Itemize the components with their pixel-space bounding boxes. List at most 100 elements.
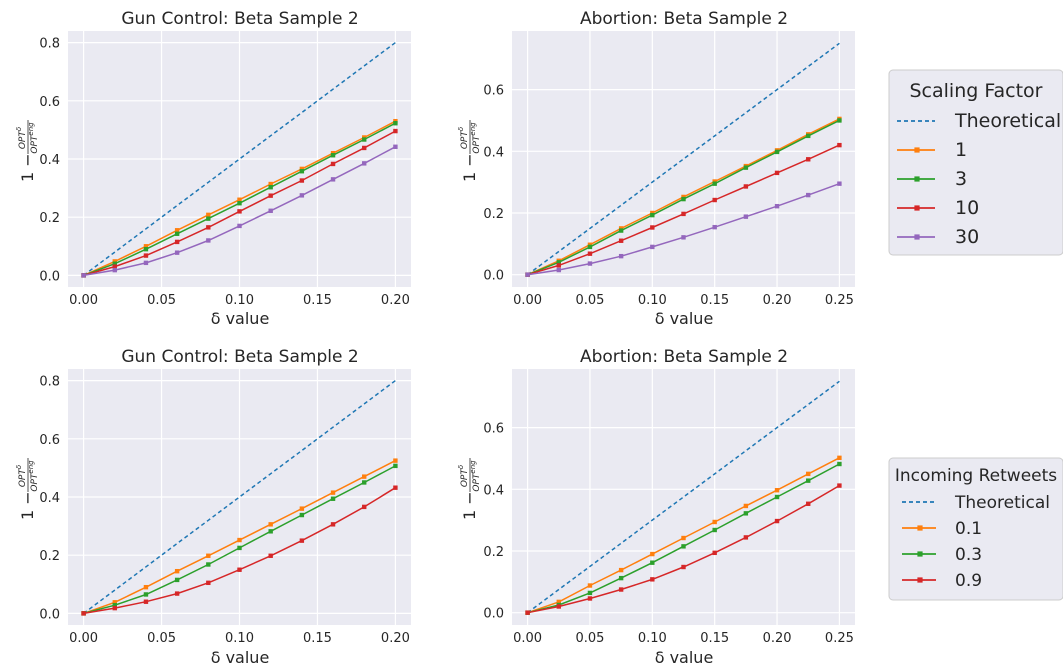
legend-entry-label: 0.3 <box>955 545 982 565</box>
data-point <box>330 496 336 501</box>
x-axis-label: δ value <box>211 309 270 328</box>
data-point <box>837 181 842 186</box>
data-point <box>743 511 749 516</box>
data-point <box>393 458 398 463</box>
y-label-denominator: OPTeng <box>27 460 40 492</box>
data-point <box>556 263 561 268</box>
x-axis-label: δ value <box>655 309 714 328</box>
data-point <box>206 580 211 586</box>
data-point <box>587 590 593 596</box>
data-point <box>525 272 530 277</box>
data-point <box>362 480 367 485</box>
panel-gun-control-bottom: Gun Control: Beta Sample 2 δ value 1 − O… <box>15 347 411 667</box>
data-point <box>268 181 273 187</box>
x-tick-label: 0.25 <box>825 631 854 646</box>
y-tick-label: 0.6 <box>39 433 60 448</box>
data-point <box>743 165 749 170</box>
data-point <box>525 610 530 615</box>
x-tick-label: 0.10 <box>638 631 667 646</box>
x-tick-label: 0.15 <box>303 293 332 308</box>
series-line-theoretical <box>527 380 840 614</box>
y-tick-label: 0.0 <box>39 269 60 284</box>
data-point <box>268 185 273 190</box>
data-point <box>774 494 780 500</box>
y-tick-label: 0.8 <box>39 37 60 52</box>
data-point <box>143 584 149 590</box>
data-point <box>206 216 211 221</box>
data-point <box>743 535 749 540</box>
data-point <box>268 208 273 213</box>
grid <box>68 31 411 287</box>
data-point <box>206 225 211 230</box>
chart-title: Abortion: Beta Sample 2 <box>580 9 788 29</box>
y-tick-label: 0.6 <box>483 422 504 437</box>
data-point <box>174 239 180 245</box>
y-tick-label: 0.2 <box>39 549 60 564</box>
panel-gun-control-top: Gun Control: Beta Sample 2 δ value 1 − O… <box>15 9 411 328</box>
data-point <box>556 599 561 605</box>
data-point <box>618 253 624 259</box>
data-point <box>681 196 686 202</box>
panel-abortion-bottom: Abortion: Beta Sample 2 δ value 1 − OPTδ… <box>457 347 855 667</box>
series-line-theoretical <box>83 41 396 277</box>
y-tick-label: 0.2 <box>39 211 60 226</box>
data-point <box>362 161 367 166</box>
data-point <box>237 209 242 214</box>
data-point <box>174 591 180 596</box>
x-axis-label: δ value <box>655 648 714 667</box>
x-tick-label: 0.05 <box>575 631 604 646</box>
data-point <box>143 592 149 597</box>
data-point <box>143 260 149 266</box>
data-point <box>587 261 593 266</box>
legend-entry-label: Theoretical <box>954 493 1050 513</box>
legend-title: Incoming Retweets <box>895 466 1057 486</box>
data-point <box>712 224 717 230</box>
data-point <box>330 522 336 527</box>
data-point <box>650 225 655 230</box>
data-point <box>587 583 593 588</box>
data-point <box>556 604 561 609</box>
data-point <box>81 611 86 616</box>
data-point <box>837 455 842 461</box>
y-tick-label: 0.8 <box>39 375 60 390</box>
data-point <box>112 605 117 611</box>
x-tick-label: 0.10 <box>225 631 254 646</box>
data-point <box>330 177 336 182</box>
chart-title: Abortion: Beta Sample 2 <box>580 347 788 367</box>
data-point <box>774 518 780 524</box>
data-point <box>393 144 398 149</box>
data-point <box>587 596 593 601</box>
data-point <box>143 253 149 258</box>
data-point <box>618 228 624 233</box>
series-layer <box>81 41 398 278</box>
y-tick-label: 0.2 <box>483 545 504 560</box>
legend-entry-label: 0.9 <box>955 571 982 591</box>
data-point <box>743 214 749 219</box>
x-tick-label: 0.00 <box>69 631 98 646</box>
data-point <box>393 463 398 469</box>
data-point <box>806 501 811 506</box>
y-tick-label: 0.4 <box>483 483 504 498</box>
y-label-one: 1 − <box>460 491 479 520</box>
data-point <box>174 250 180 255</box>
legend-entry-label: 30 <box>955 226 979 248</box>
x-tick-label: 0.00 <box>69 293 98 308</box>
series-layer <box>525 380 842 615</box>
data-point <box>237 545 242 551</box>
y-tick-label: 0.0 <box>483 269 504 284</box>
data-point <box>237 567 242 572</box>
data-point <box>618 567 624 573</box>
y-tick-label: 0.0 <box>39 607 60 622</box>
data-point <box>112 259 117 264</box>
legend-entry-label: 1 <box>955 139 967 161</box>
legend-swatch-marker <box>917 525 923 531</box>
y-axis-label: 1 − OPTδ OPTeng <box>15 120 40 182</box>
data-point <box>712 197 717 203</box>
data-point <box>681 535 686 541</box>
data-point <box>362 145 367 151</box>
data-point <box>837 461 842 467</box>
legend-frame <box>888 457 1063 601</box>
data-point <box>618 238 624 243</box>
legend-entry-label: 10 <box>955 197 979 219</box>
y-tick-label: 0.2 <box>483 207 504 222</box>
